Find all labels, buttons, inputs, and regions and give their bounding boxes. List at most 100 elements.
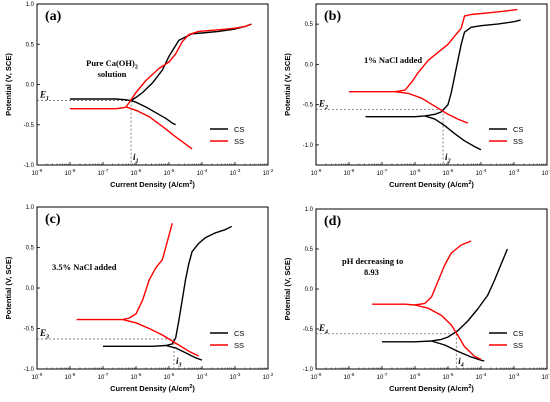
x-tick-label: 10-7 (377, 372, 388, 381)
condition-annotation: solution (98, 69, 127, 79)
y-tick-label: -1.0 (24, 163, 35, 169)
y-tick-label: -0.5 (303, 327, 314, 333)
x-tick-label: 10-5 (164, 168, 175, 177)
y-tick-label: 0.0 (26, 83, 35, 89)
series-line-cs (70, 23, 252, 102)
panel-label: (d) (324, 214, 341, 229)
condition-annotation: 8.93 (364, 267, 379, 277)
x-tick-label: 10-4 (197, 372, 208, 381)
y-tick-label: -1.0 (303, 143, 314, 149)
y-tick-label: -0.5 (24, 123, 35, 129)
y-axis-title: Potential (V, SCE) (4, 53, 13, 116)
x-tick-label: 10-9 (32, 168, 43, 177)
plot-frame (315, 3, 548, 166)
condition-annotation: 1% NaCl added (364, 55, 422, 65)
legend-label-ss: SS (234, 341, 244, 350)
y-tick-label: 1.0 (26, 205, 35, 211)
y-tick-label: 0.5 (305, 22, 314, 28)
x-tick-label: 10-8 (65, 372, 76, 381)
y-tick-label: -0.5 (24, 327, 35, 333)
x-tick-label: 10-4 (476, 168, 487, 177)
panel-label: (a) (45, 9, 62, 24)
legend-label-cs: CS (513, 329, 523, 338)
x-tick-label: 10-6 (131, 168, 142, 177)
x-axis-title: Current Density (A/cm2) (110, 384, 195, 393)
y-tick-label: 0.0 (305, 287, 314, 293)
series-line-cs (165, 344, 203, 361)
ecorr-label: E2 (318, 98, 328, 111)
series-line-cs (382, 248, 509, 343)
x-axis-title: Current Density (A/cm2) (389, 180, 474, 189)
y-axis-title: Potential (V, SCE) (283, 53, 292, 116)
panel-d: 10-9 10-8 10-7 10-6 10-5 10-4 10-3 10-2 -1.0 -0.5… (283, 207, 550, 393)
series-line-ss (76, 223, 173, 321)
series-line-ss (125, 106, 193, 150)
series-line-cs (424, 115, 482, 151)
y-tick-label: 0.0 (26, 286, 35, 292)
series-line-ss (372, 240, 472, 306)
x-tick-label: 10-3 (509, 168, 520, 177)
x-tick-label: 10-8 (344, 168, 355, 177)
x-tick-label: 10-6 (410, 372, 421, 381)
legend-label-cs: CS (234, 329, 244, 338)
x-tick-label: 10-7 (98, 372, 109, 381)
ecorr-label: E4 (318, 323, 328, 336)
x-tick-label: 10-9 (311, 372, 322, 381)
x-tick-label: 10-9 (32, 372, 43, 381)
y-tick-label: -1.0 (303, 367, 314, 373)
y-tick-label: 0.5 (26, 246, 35, 252)
x-tick-label: 10-3 (230, 168, 241, 177)
icorr-label: i3 (176, 356, 182, 369)
legend-label-ss: SS (234, 137, 244, 146)
series-line-ss (70, 23, 252, 110)
x-tick-label: 10-5 (443, 168, 454, 177)
panel-a: 10-9 10-8 10-7 10-6 10-5 10-4 10-3 10-2 -1.0 -0.5… (4, 2, 274, 189)
y-tick-label: -1.0 (24, 367, 35, 373)
legend-label-ss: SS (513, 341, 523, 350)
ecorr-label: E3 (39, 328, 49, 341)
panel-c: 10-9 10-8 10-7 10-6 10-5 10-4 10-3 10-2 -1.0 -0.5… (4, 205, 274, 393)
x-tick-label: 10-4 (476, 372, 487, 381)
y-tick-label: -0.5 (303, 103, 314, 109)
x-tick-label: 10-5 (164, 372, 175, 381)
x-axis-title: Current Density (A/cm2) (389, 384, 474, 393)
x-tick-label: 10-8 (65, 168, 76, 177)
icorr-label: i2 (445, 152, 451, 165)
y-axis-title: Potential (V, SCE) (283, 257, 292, 320)
y-tick-label: 0.0 (305, 62, 314, 68)
x-tick-label: 10-6 (131, 372, 142, 381)
x-tick-label: 10-7 (377, 168, 388, 177)
y-tick-label: 0.5 (26, 42, 35, 48)
series-line-cs (130, 99, 176, 126)
icorr-label: i4 (458, 356, 464, 369)
series-line-cs (431, 340, 485, 362)
series-line-cs (365, 19, 521, 118)
legend-label-cs: CS (234, 125, 244, 134)
x-tick-label: 10-8 (344, 372, 355, 381)
x-tick-label: 10-2 (263, 372, 274, 381)
ecorr-label: E1 (39, 90, 49, 103)
x-tick-label: 10-9 (311, 168, 322, 177)
series-line-ss (395, 91, 469, 124)
series-line-ss (349, 8, 518, 93)
legend-label-cs: CS (513, 125, 523, 134)
condition-annotation: Pure Ca(OH)2 (86, 58, 138, 71)
condition-annotation: 3.5% NaCl added (52, 262, 117, 272)
x-tick-label: 10-5 (443, 372, 454, 381)
x-tick-label: 10-7 (98, 168, 109, 177)
x-tick-label: 10-2 (263, 168, 274, 177)
x-axis-title: Current Density (A/cm2) (110, 180, 195, 189)
series-line-ss (122, 318, 200, 357)
y-tick-label: 0.5 (305, 247, 314, 253)
y-tick-label: 1.0 (305, 207, 314, 213)
x-tick-label: 10-4 (197, 168, 208, 177)
panel-label: (c) (45, 212, 61, 227)
x-tick-label: 10-3 (509, 372, 520, 381)
panel-b: 10-9 10-8 10-7 10-6 10-5 10-4 10-3 10-2 -1.0 -0.5… (283, 3, 550, 189)
x-tick-label: 10-6 (410, 168, 421, 177)
series-line-cs (103, 225, 233, 347)
condition-annotation: pH decreasing to (342, 256, 403, 266)
icorr-label: i1 (133, 152, 139, 165)
x-tick-label: 10-2 (542, 372, 550, 381)
